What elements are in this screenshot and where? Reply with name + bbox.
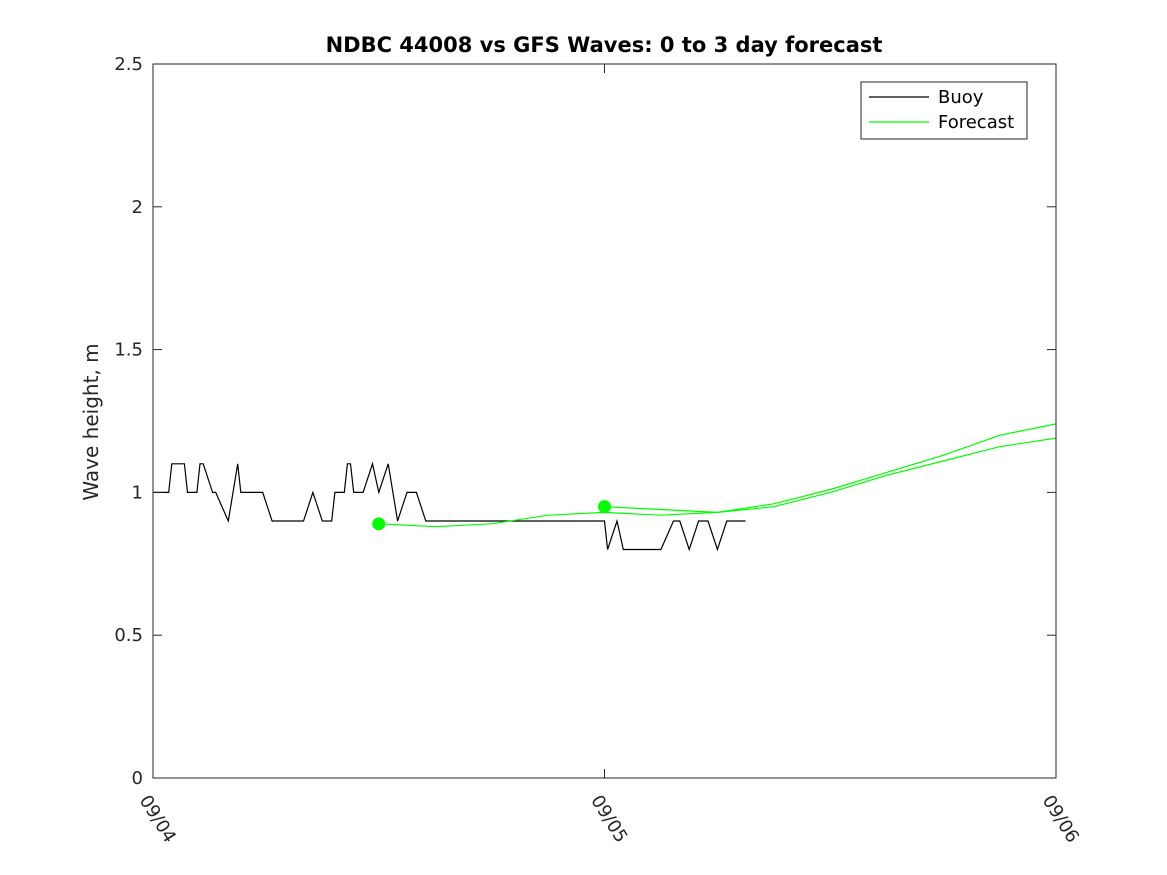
y-tick-label: 2.5: [114, 54, 143, 75]
legend-entry-label: Buoy: [938, 87, 984, 108]
y-axis-label: Wave height, m: [79, 343, 103, 500]
y-tick-label: 1: [132, 482, 143, 503]
legend: Buoy Forecast: [860, 81, 1028, 140]
legend-box: [860, 81, 1028, 140]
series-line-buoy: [153, 461, 746, 552]
y-tick-label: 2: [132, 197, 143, 218]
y-tick-label: 1.5: [114, 340, 143, 361]
forecast-start-marker-0: [372, 517, 386, 531]
series-line-forecast-2: [604, 423, 1057, 514]
legend-entry-label: Forecast: [938, 112, 1014, 133]
y-tick-label: 0.5: [114, 625, 143, 646]
forecast-start-marker-1: [598, 500, 611, 514]
y-tick-label: 0: [132, 768, 143, 789]
chart-title: NDBC 44008 vs GFS Waves: 0 to 3 day fore…: [326, 33, 883, 57]
plot-area: [153, 423, 1057, 552]
